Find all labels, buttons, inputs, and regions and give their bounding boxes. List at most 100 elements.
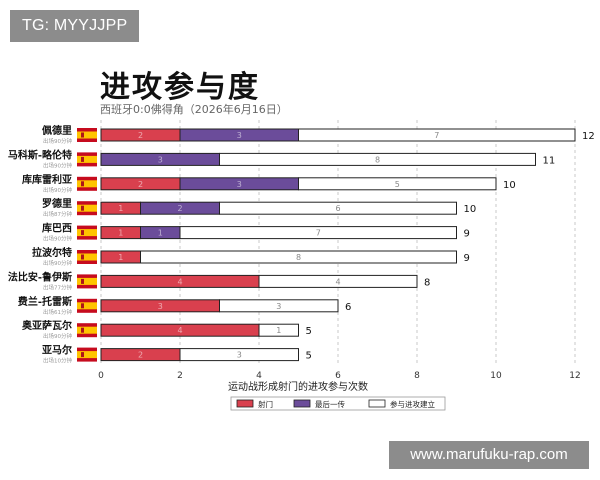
- segment-value-label: 1: [158, 229, 163, 238]
- total-value-label: 9: [464, 253, 470, 264]
- total-value-label: 12: [582, 131, 595, 142]
- x-tick-label: 8: [414, 371, 420, 381]
- bar-segment: [219, 201, 457, 215]
- x-tick-label: 12: [569, 371, 580, 381]
- legend-shots-swatch: [236, 399, 254, 408]
- bar-segment: [258, 323, 299, 337]
- x-tick-label: 10: [490, 371, 502, 381]
- chart-subtitle: 西班牙0:0佛得角（2026年6月16日）: [100, 103, 288, 116]
- segment-value-label: 1: [276, 326, 281, 335]
- player-name: 库巴西: [42, 222, 72, 235]
- spain-flag-emblem: [81, 132, 84, 138]
- segment-value-label: 2: [138, 351, 143, 360]
- spain-flag-stripe: [77, 302, 97, 310]
- chart-title: 进攻参与度: [100, 70, 260, 105]
- segment-value-label: 2: [177, 204, 182, 213]
- total-value-label: 9: [464, 229, 470, 240]
- spain-flag-emblem: [81, 327, 84, 333]
- legend-last-pass-label: 最后一传: [315, 399, 345, 409]
- total-value-label: 11: [543, 155, 556, 166]
- player-minutes: 出场90分钟: [43, 235, 72, 243]
- total-value-label: 5: [306, 326, 312, 337]
- segment-value-label: 3: [237, 180, 242, 189]
- segment-value-label: 3: [276, 302, 281, 311]
- player-name: 费兰-托雷斯: [18, 295, 72, 308]
- spain-flag-stripe: [77, 131, 97, 139]
- player-minutes: 出场61分钟: [43, 308, 72, 316]
- player-minutes: 出场10分钟: [43, 357, 72, 365]
- spain-flag-stripe: [77, 204, 97, 212]
- segment-value-label: 2: [138, 131, 143, 140]
- player-minutes: 出场90分钟: [43, 259, 72, 267]
- total-value-label: 10: [503, 180, 516, 191]
- player-minutes: 出场77分钟: [43, 283, 72, 291]
- spain-flag-stripe: [77, 180, 97, 188]
- player-name: 亚马尔: [42, 344, 72, 357]
- segment-value-label: 1: [118, 204, 123, 213]
- segment-value-label: 4: [335, 277, 340, 286]
- legend-shots-label: 射门: [258, 399, 273, 409]
- spain-flag-emblem: [81, 156, 84, 162]
- spain-flag-stripe: [77, 351, 97, 359]
- spain-flag-stripe: [77, 277, 97, 285]
- spain-flag-emblem: [81, 181, 84, 187]
- segment-value-label: 3: [158, 155, 163, 164]
- spain-flag-stripe: [77, 326, 97, 334]
- x-tick-label: 2: [177, 371, 183, 381]
- player-minutes: 出场90分钟: [43, 332, 72, 340]
- spain-flag-emblem: [81, 254, 84, 260]
- spain-flag-stripe: [77, 229, 97, 237]
- player-name: 法比安-鲁伊斯: [8, 270, 72, 283]
- player-name: 库库雷利亚: [22, 173, 72, 186]
- spain-flag-emblem: [81, 352, 84, 358]
- bar-segment: [219, 299, 339, 313]
- segment-value-label: 4: [177, 277, 182, 286]
- segment-value-label: 1: [118, 253, 123, 262]
- segment-value-label: 7: [434, 131, 439, 140]
- player-minutes: 出场87分钟: [43, 210, 72, 218]
- spain-flag-stripe: [77, 253, 97, 261]
- player-name: 马科斯-略伦特: [8, 148, 72, 161]
- segment-value-label: 6: [335, 204, 340, 213]
- total-value-label: 6: [345, 302, 351, 313]
- x-axis-label: 运动战形成射门的进攻参与次数: [228, 380, 368, 393]
- spain-flag-emblem: [81, 278, 84, 284]
- legend-buildup-label: 参与进攻建立: [390, 399, 435, 409]
- segment-value-label: 8: [375, 155, 380, 164]
- legend-last-pass-swatch: [293, 399, 311, 408]
- bar-segment: [258, 274, 418, 288]
- segment-value-label: 5: [395, 180, 400, 189]
- spain-flag-stripe: [77, 155, 97, 163]
- segment-value-label: 3: [158, 302, 163, 311]
- site-watermark: www.marufuku-rap.com: [389, 441, 589, 469]
- segment-value-label: 1: [118, 229, 123, 238]
- player-minutes: 出场90分钟: [43, 186, 72, 194]
- segment-value-label: 3: [237, 351, 242, 360]
- spain-flag-emblem: [81, 205, 84, 211]
- spain-flag-emblem: [81, 230, 84, 236]
- x-tick-label: 0: [98, 371, 104, 381]
- watermark-tag: TG: MYYJJPP: [10, 10, 140, 42]
- player-name: 佩德里: [42, 124, 72, 137]
- legend-box: [230, 396, 446, 411]
- bar-segment: [179, 348, 299, 362]
- bar-segment: [298, 128, 576, 142]
- player-name: 奥亚萨瓦尔: [22, 319, 72, 332]
- total-value-label: 5: [306, 351, 312, 362]
- spain-flag-emblem: [81, 303, 84, 309]
- bar-segment: [179, 226, 457, 240]
- player-name: 罗德里: [42, 197, 72, 210]
- total-value-label: 10: [464, 204, 477, 215]
- total-value-label: 8: [424, 277, 430, 288]
- legend-buildup-swatch: [368, 399, 386, 408]
- x-tick-label: 6: [335, 371, 341, 381]
- bar-segment: [298, 177, 497, 191]
- segment-value-label: 8: [296, 253, 301, 262]
- player-minutes: 出场90分钟: [43, 137, 72, 145]
- segment-value-label: 7: [316, 229, 321, 238]
- x-tick-label: 4: [256, 371, 262, 381]
- segment-value-label: 2: [138, 180, 143, 189]
- player-minutes: 出场90分钟: [43, 161, 72, 169]
- bar-segment: [140, 250, 457, 264]
